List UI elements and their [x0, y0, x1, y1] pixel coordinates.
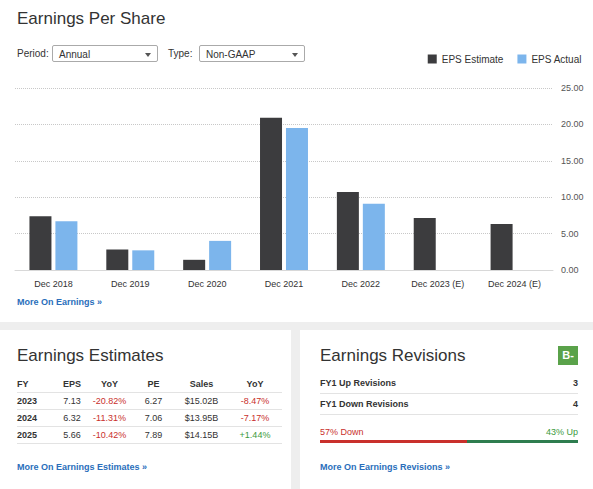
html-text:2024: 2024 — [17, 413, 37, 423]
html-text:More On Earnings Estimates »: More On Earnings Estimates » — [17, 462, 147, 472]
svg-text:Dec 2021: Dec 2021 — [265, 279, 304, 289]
html-text:Period:: Period: — [17, 48, 49, 59]
html-text:-7.17%: -7.17% — [240, 413, 270, 423]
html-text:7.13: 7.13 — [63, 396, 81, 406]
svg-text:25.00: 25.00 — [561, 83, 584, 93]
svg-text:Dec 2022: Dec 2022 — [342, 279, 381, 289]
html-text:$14.15B: $14.15B — [184, 430, 219, 440]
html-text:4: 4 — [573, 399, 578, 409]
html-text:57% Down: 57% Down — [320, 427, 364, 437]
svg-text:Dec 2024 (E): Dec 2024 (E) — [488, 279, 541, 289]
html-text:7.06: 7.06 — [144, 413, 163, 423]
svg-text:Dec 2020: Dec 2020 — [188, 279, 227, 289]
svg-text:15.00: 15.00 — [561, 156, 584, 166]
html-text:FY: FY — [17, 379, 29, 389]
svg-text:5.00: 5.00 — [561, 229, 579, 239]
html-text:2023: 2023 — [17, 396, 37, 406]
svg-text:Dec 2023 (E): Dec 2023 (E) — [411, 279, 464, 289]
html-text:Non-GAAP: Non-GAAP — [206, 49, 256, 60]
svg-text:20.00: 20.00 — [561, 119, 584, 129]
html-text:YoY: YoY — [101, 379, 118, 389]
svg-text:EPS Estimate: EPS Estimate — [442, 54, 504, 65]
svg-text:0.00: 0.00 — [561, 265, 579, 275]
html-text:6.32: 6.32 — [63, 413, 81, 423]
html-text:43% Up: 43% Up — [546, 427, 578, 437]
html-text:-10.42%: -10.42% — [92, 430, 127, 440]
html-text:6.27: 6.27 — [144, 396, 163, 406]
html-text:3: 3 — [573, 378, 578, 388]
html-text:-11.31%: -11.31% — [93, 413, 126, 423]
html-text:B-: B- — [562, 349, 574, 361]
html-text:$13.95B: $13.95B — [184, 413, 219, 423]
html-text:PE: PE — [147, 379, 160, 389]
html-text:+1.44%: +1.44% — [239, 430, 271, 440]
html-text:-20.82%: -20.82% — [92, 396, 127, 406]
html-text:Earnings Revisions: Earnings Revisions — [320, 346, 466, 365]
html-text:5.66: 5.66 — [63, 430, 81, 440]
html-text:Type:: Type: — [168, 48, 193, 59]
html-text:$15.02B: $15.02B — [184, 396, 219, 406]
html-text:-8.47%: -8.47% — [240, 396, 270, 406]
html-text:FY1 Up Revisions: FY1 Up Revisions — [320, 378, 396, 388]
html-text:2025: 2025 — [17, 430, 37, 440]
svg-text:EPS Actual: EPS Actual — [531, 54, 581, 65]
html-text:EPS: EPS — [63, 379, 81, 389]
svg-text:Dec 2019: Dec 2019 — [111, 279, 150, 289]
html-text:FY1 Down Revisions: FY1 Down Revisions — [320, 399, 409, 409]
html-text:7.89: 7.89 — [144, 430, 163, 440]
html-text:More On Earnings Revisions »: More On Earnings Revisions » — [320, 462, 450, 472]
html-text:More On Earnings »: More On Earnings » — [17, 297, 102, 307]
html-text:Earnings Per Share: Earnings Per Share — [17, 9, 166, 28]
html-text:YoY: YoY — [246, 379, 264, 389]
html-text:Annual: Annual — [59, 49, 91, 60]
svg-text:Dec 2018: Dec 2018 — [34, 279, 73, 289]
html-text:Sales: Sales — [189, 379, 214, 389]
html-text:Earnings Estimates: Earnings Estimates — [17, 346, 164, 365]
svg-text:10.00: 10.00 — [561, 192, 584, 202]
